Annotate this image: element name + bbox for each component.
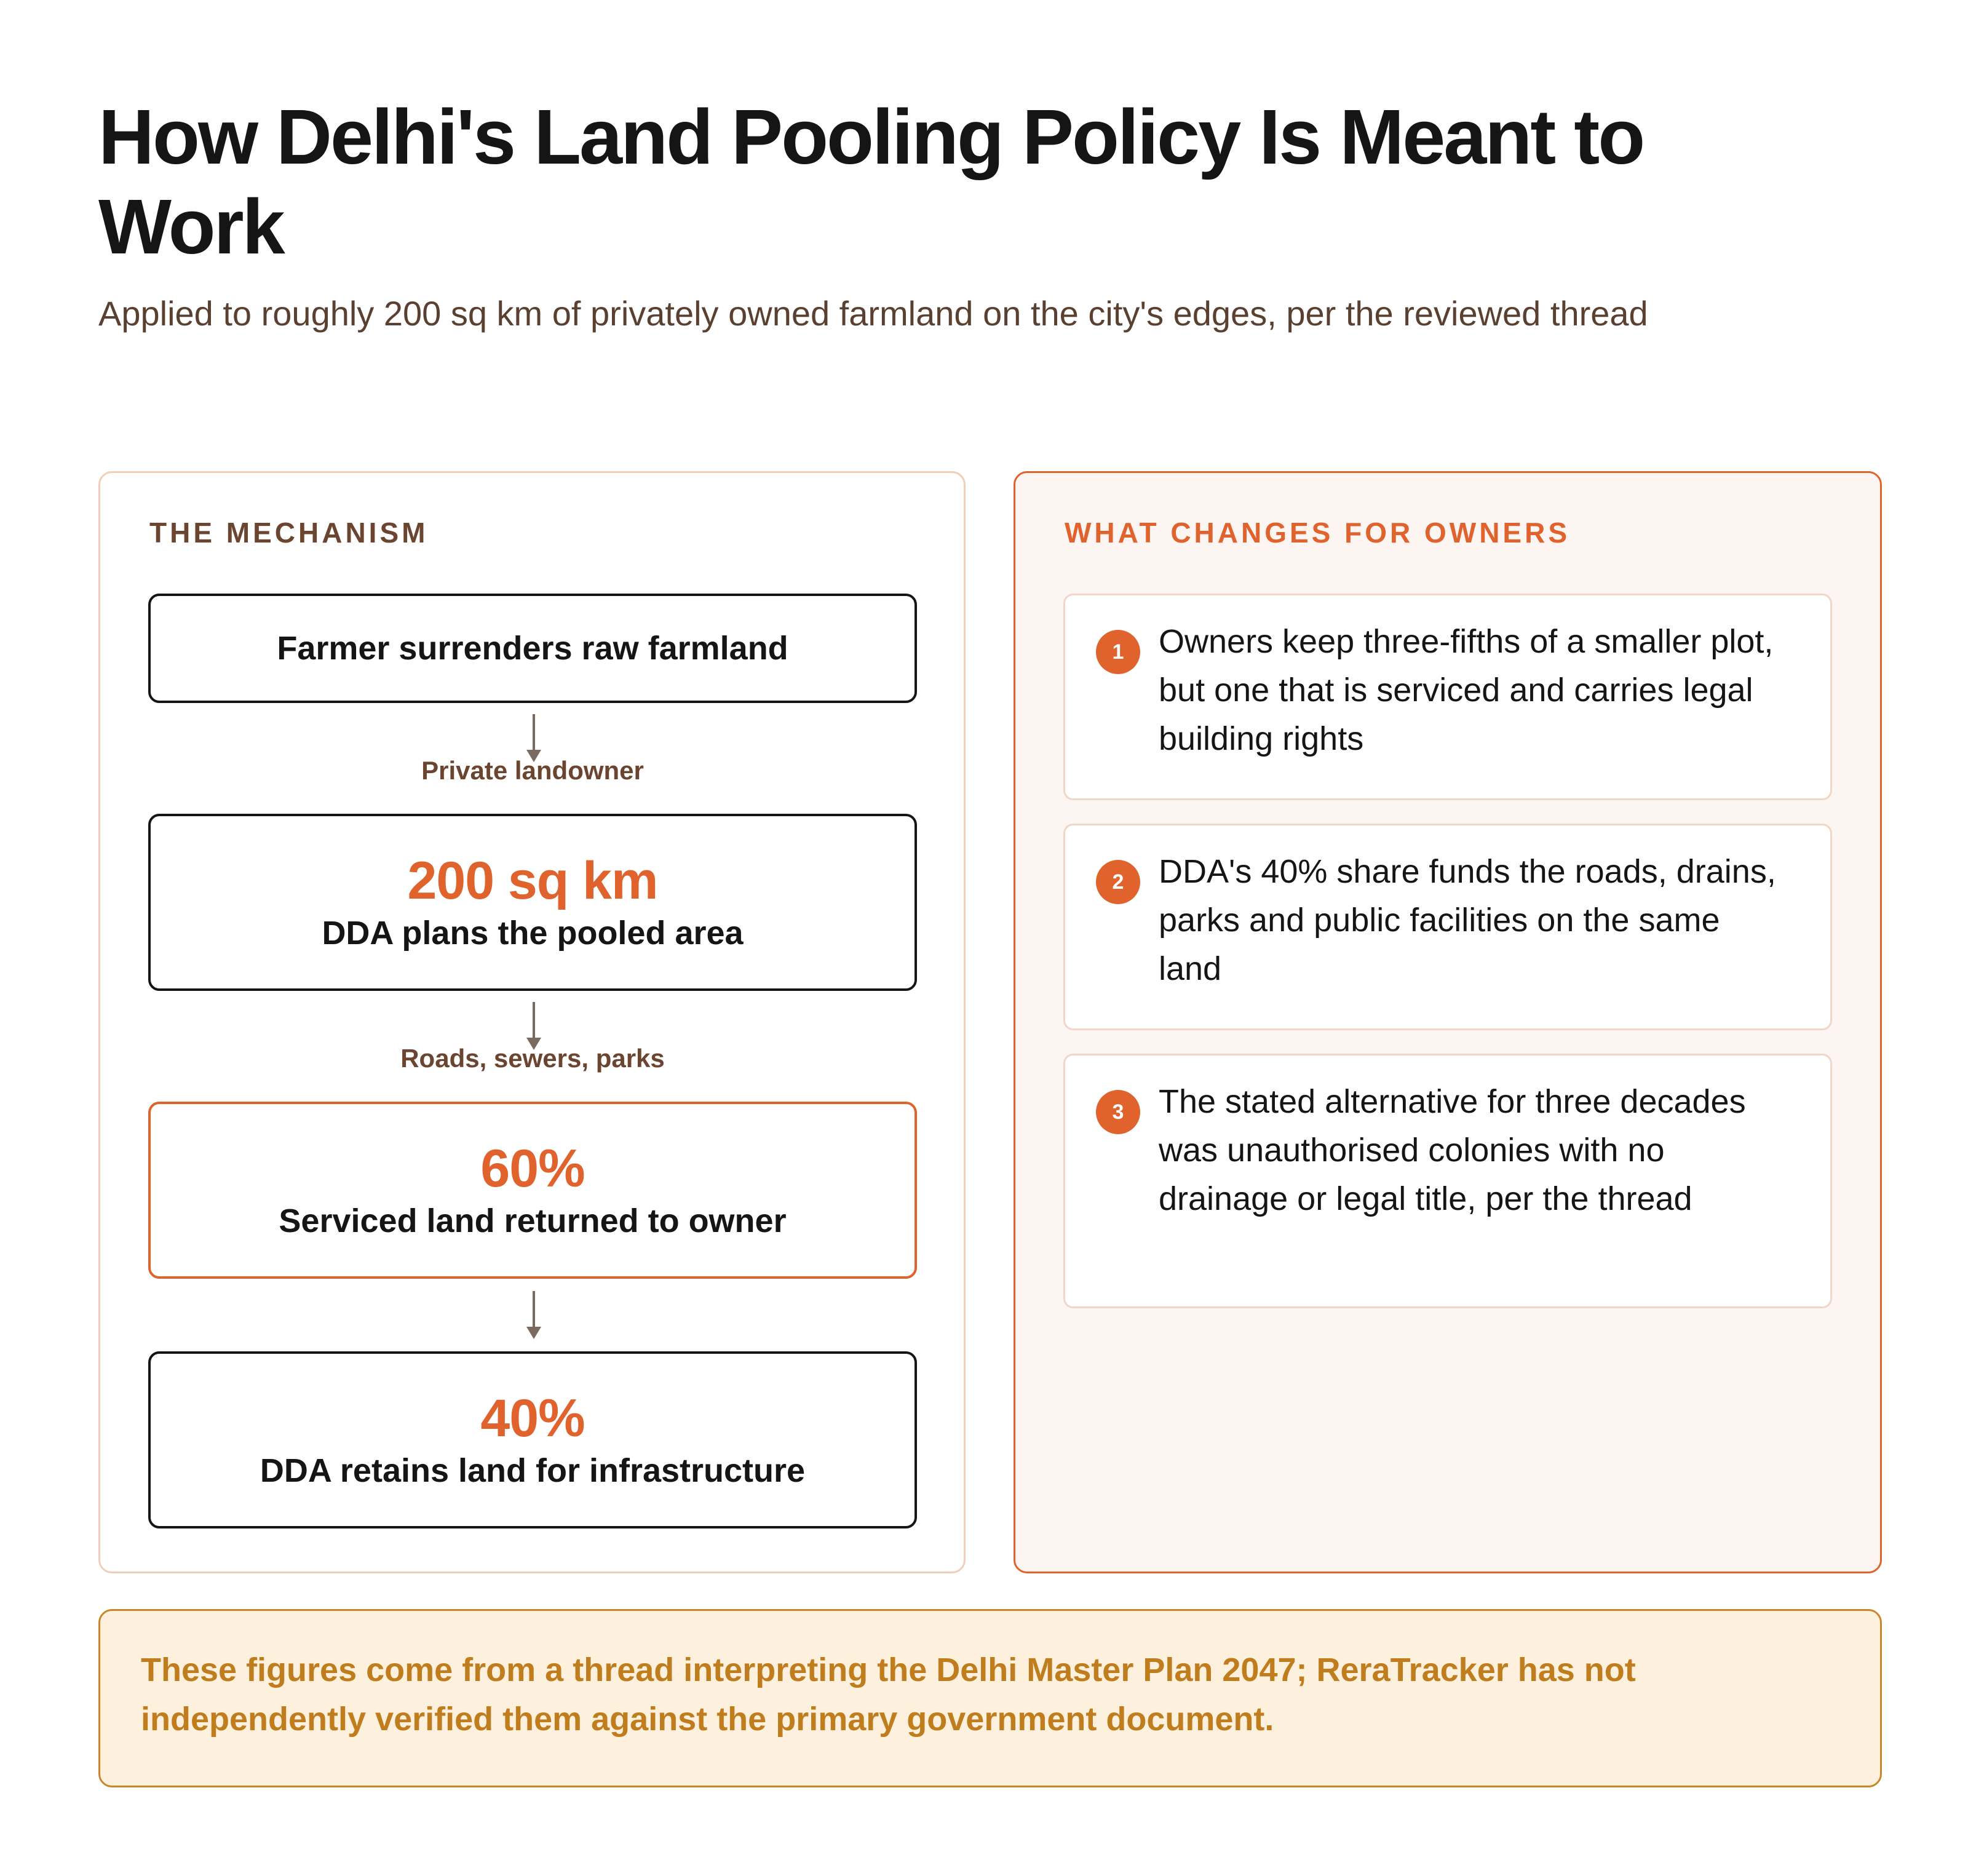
step-label: DDA retains land for infrastructure — [260, 1452, 806, 1489]
arrow-down-icon — [526, 1291, 541, 1339]
verification-note-text: These figures come from a thread interpr… — [141, 1651, 1636, 1738]
change-card-1: 1 Owners keep three-fifths of a smaller … — [1063, 594, 1832, 800]
verification-note: These figures come from a thread interpr… — [98, 1609, 1882, 1787]
connector-label-private-landowner: Private landowner — [421, 756, 644, 785]
mechanism-heading: THE MECHANISM — [149, 517, 429, 549]
change-card-2: 2 DDA's 40% share funds the roads, drain… — [1063, 824, 1832, 1030]
arrow-down-icon — [526, 714, 541, 762]
step-land-returned-to-owner: 60% Serviced land returned to owner — [148, 1102, 917, 1279]
owner-changes-panel: WHAT CHANGES FOR OWNERS 1 Owners keep th… — [1014, 471, 1882, 1573]
step-value: 200 sq km — [407, 851, 659, 910]
step-value: 40% — [480, 1389, 585, 1448]
change-text: DDA's 40% share funds the roads, drains,… — [1159, 853, 1776, 987]
change-text: Owners keep three-fifths of a smaller pl… — [1159, 623, 1774, 757]
step-value: 60% — [480, 1139, 585, 1198]
step-label: DDA plans the pooled area — [322, 915, 744, 952]
change-text: The stated alternative for three decades… — [1159, 1083, 1746, 1217]
page-subtitle: Applied to roughly 200 sq km of privatel… — [98, 294, 1648, 333]
step-dda-retains-land: 40% DDA retains land for infrastructure — [148, 1351, 917, 1528]
step-dda-plans-area: 200 sq km DDA plans the pooled area — [148, 814, 917, 991]
connector-label-roads-sewers-parks: Roads, sewers, parks — [400, 1044, 665, 1073]
mechanism-panel: THE MECHANISM Farmer surrenders raw farm… — [98, 471, 966, 1573]
number-badge: 1 — [1096, 630, 1140, 674]
arrow-down-icon — [526, 1002, 541, 1050]
step-label: Farmer surrenders raw farmland — [277, 630, 788, 667]
step-surrender-farmland: Farmer surrenders raw farmland — [148, 594, 917, 703]
number-badge: 3 — [1096, 1090, 1140, 1134]
step-label: Serviced land returned to owner — [279, 1202, 787, 1239]
owner-changes-heading: WHAT CHANGES FOR OWNERS — [1065, 517, 1571, 549]
change-card-3: 3 The stated alternative for three decad… — [1063, 1054, 1832, 1308]
page-title: How Delhi's Land Pooling Policy Is Meant… — [98, 93, 1645, 270]
number-badge: 2 — [1096, 860, 1140, 904]
